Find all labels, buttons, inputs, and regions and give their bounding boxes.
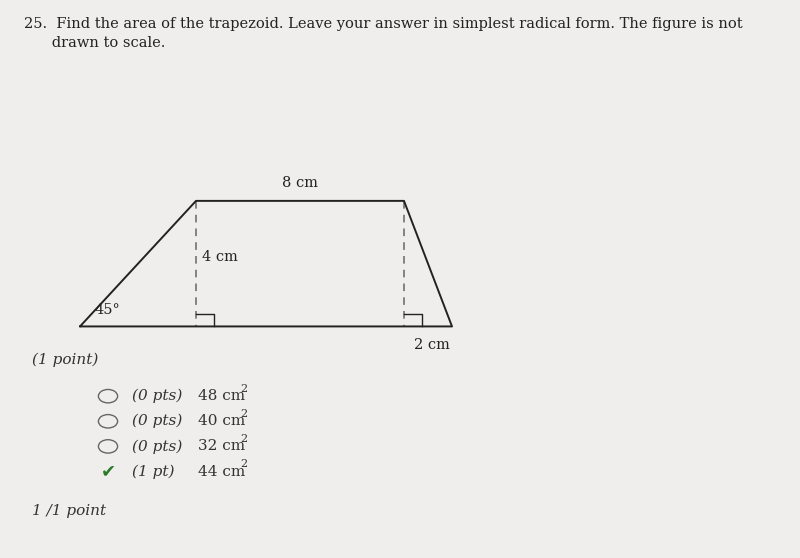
Text: 8 cm: 8 cm — [282, 176, 318, 190]
Text: 45°: 45° — [94, 302, 120, 317]
Text: 48 cm: 48 cm — [198, 389, 246, 403]
Text: 2: 2 — [240, 409, 247, 419]
Text: 4 cm: 4 cm — [202, 249, 238, 264]
Text: ✔: ✔ — [101, 463, 115, 480]
Text: 1 /1 point: 1 /1 point — [32, 503, 106, 518]
Text: (1 pt): (1 pt) — [132, 464, 174, 479]
Text: 44 cm: 44 cm — [198, 464, 246, 479]
Text: 2: 2 — [240, 434, 247, 444]
Text: (0 pts): (0 pts) — [132, 389, 182, 403]
Text: drawn to scale.: drawn to scale. — [24, 36, 166, 50]
Text: (1 point): (1 point) — [32, 353, 98, 367]
Text: 40 cm: 40 cm — [198, 414, 246, 429]
Text: (0 pts): (0 pts) — [132, 414, 182, 429]
Text: 2 cm: 2 cm — [414, 338, 450, 352]
Text: 32 cm: 32 cm — [198, 439, 246, 454]
Text: 2: 2 — [240, 384, 247, 394]
Text: 25.  Find the area of the trapezoid. Leave your answer in simplest radical form.: 25. Find the area of the trapezoid. Leav… — [24, 17, 742, 31]
Text: (0 pts): (0 pts) — [132, 439, 182, 454]
Text: 2: 2 — [240, 459, 247, 469]
